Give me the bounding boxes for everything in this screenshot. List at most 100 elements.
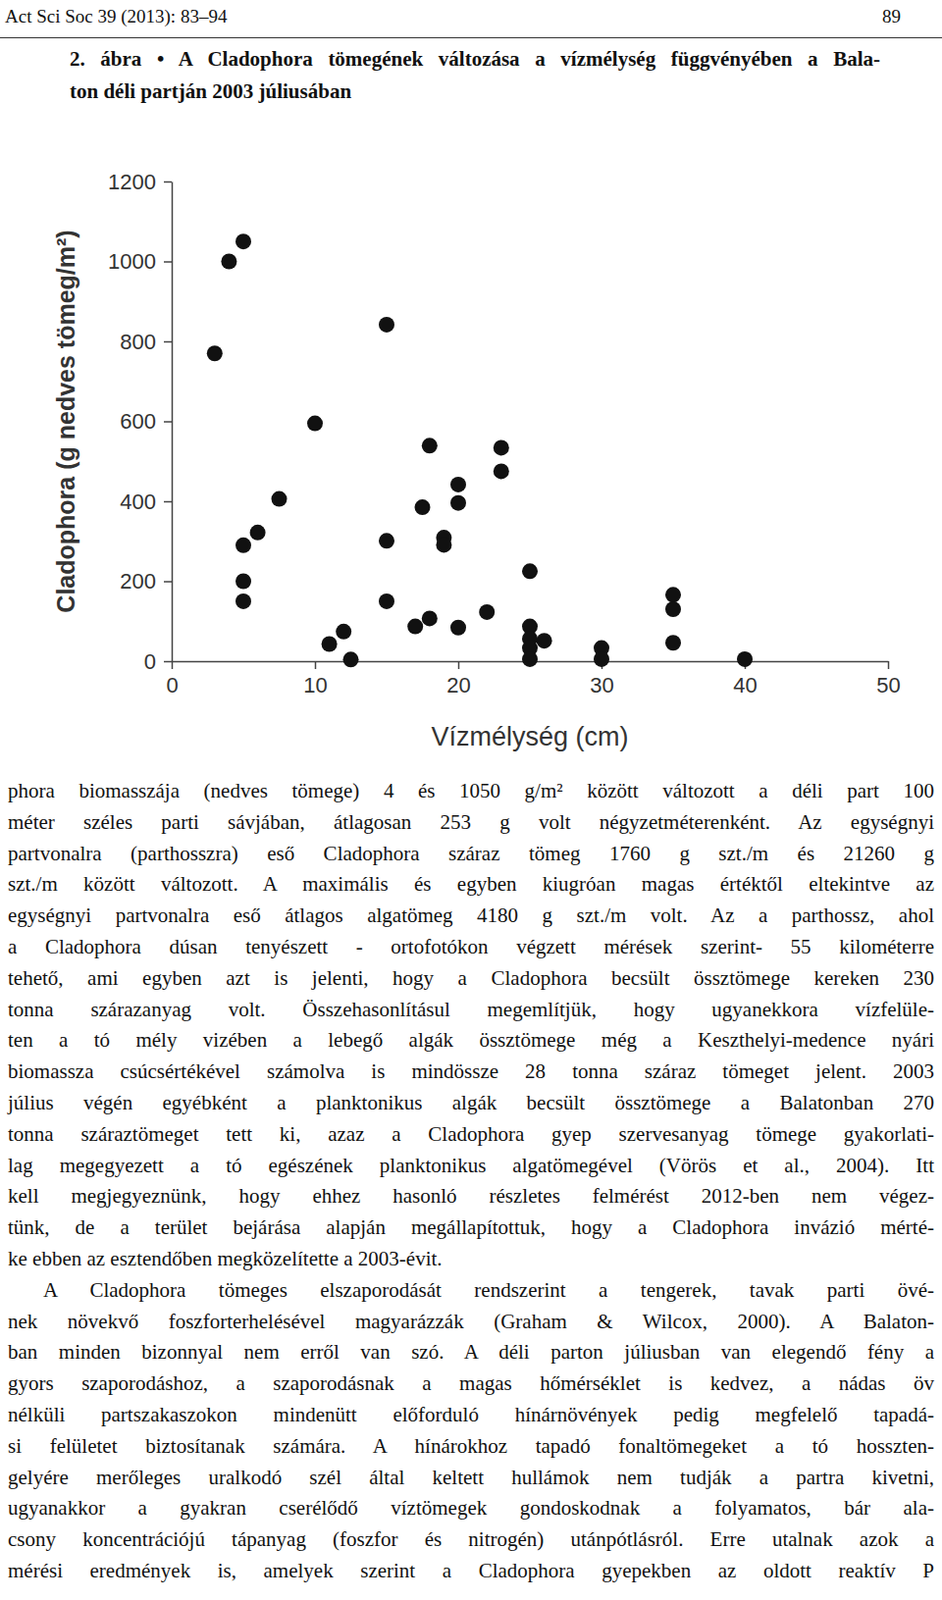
body-line: egységnyi partvonalra eső átlagos algatö…	[7, 901, 935, 930]
tick-label: 20	[446, 673, 471, 698]
point	[235, 593, 252, 610]
page-number: 89	[882, 5, 901, 28]
tick-mark	[163, 181, 172, 184]
tick-label: 400	[119, 489, 157, 515]
body-line: a Cladophora dúsan tenyészett - ortofotó…	[7, 933, 935, 961]
tick: 0	[165, 661, 178, 698]
points	[207, 233, 753, 668]
body-line: phora biomasszája (nedves tömege) 4 és 1…	[7, 777, 935, 805]
point	[478, 604, 495, 621]
tick: 10	[303, 661, 327, 698]
tick-mark	[314, 661, 317, 670]
tick: 200	[119, 569, 172, 594]
point	[593, 651, 610, 668]
point	[250, 524, 266, 541]
point	[493, 439, 510, 456]
point	[415, 499, 431, 516]
point	[665, 586, 681, 603]
tick-mark	[163, 420, 172, 423]
tick-label: 600	[119, 409, 157, 434]
point	[522, 651, 538, 668]
point	[421, 610, 438, 627]
tick: 0	[144, 649, 172, 675]
point	[450, 495, 467, 512]
tick: 600	[119, 409, 172, 434]
page: Act Sci Soc 39 (2013): 83–94 892. ábra • …	[0, 0, 942, 1600]
point	[450, 620, 467, 636]
body-line: tehető, ami egyben azt is jelenti, hogy …	[7, 964, 935, 993]
y-axis: 0 200 400 600 800 1000 1200	[107, 169, 172, 675]
tick-label: 0	[165, 673, 178, 698]
tick: 400	[119, 489, 172, 515]
tick-mark	[163, 661, 172, 664]
tick: 20	[446, 661, 471, 698]
tick-mark	[163, 580, 172, 583]
running-head: Act Sci Soc 39 (2013): 83–94	[4, 5, 227, 28]
tick-mark	[163, 501, 172, 504]
tick-label: 10	[303, 673, 327, 698]
body-line: méter széles parti sávjában, átlagosan 2…	[7, 808, 935, 837]
body-line: július végén egyébként a planktonikus al…	[7, 1089, 935, 1117]
body-line: si felületet biztosítanak számára. A hín…	[7, 1432, 935, 1461]
tick-mark	[163, 261, 172, 263]
tick-mark	[163, 341, 172, 344]
tick-label: 200	[119, 569, 157, 594]
point	[378, 593, 395, 610]
point	[335, 624, 352, 640]
body-line: mérési eredmények is, amelyek szerint a …	[7, 1557, 935, 1585]
x-axis-title: Vízmélység (cm)	[430, 722, 628, 752]
point	[271, 491, 288, 508]
chart: 01020304050020040060080010001200Vízmélys…	[0, 0, 942, 776]
point	[736, 651, 753, 668]
point	[378, 316, 395, 333]
body-line: biomassza csúcsértékével számolva is min…	[7, 1057, 935, 1086]
point	[235, 233, 252, 250]
point	[665, 601, 681, 618]
body-line: lag megegyezett a tó egészének planktoni…	[7, 1151, 935, 1180]
point	[536, 632, 553, 649]
body-line: ban minden bizonnyal nem erről van szó. …	[7, 1338, 935, 1366]
y-axis-title: Cladophora (g nedves tömeg/m²)	[52, 229, 80, 613]
tick: 50	[876, 661, 900, 698]
tick-label: 800	[119, 329, 157, 355]
tick-label: 1000	[107, 249, 157, 274]
point	[207, 345, 223, 362]
body-line: ke ebben az esztendőben megközelítette a…	[7, 1245, 935, 1273]
tick-label: 0	[144, 649, 157, 675]
point	[450, 476, 467, 493]
body-line: ugyanakkor a gyakran cserélődő víztömege…	[7, 1494, 935, 1522]
point	[220, 254, 237, 270]
point	[435, 536, 452, 553]
body-line: csony koncentrációjú tápanyag (foszfor é…	[7, 1525, 935, 1554]
point	[343, 651, 360, 668]
tick: 1000	[107, 249, 172, 274]
point	[307, 416, 323, 432]
point	[407, 619, 423, 635]
body-line: partvonalra (parthosszra) eső Cladophora…	[7, 839, 935, 868]
body-line: A Cladophora tömeges elszaporodását rend…	[43, 1276, 935, 1305]
body-line: gyors szaporodáshoz, a szaporodásnak a m…	[7, 1369, 935, 1398]
body-line: tonna száraztömeget tett ki, azaz a Clad…	[7, 1120, 935, 1149]
tick: 800	[119, 329, 172, 355]
figure-caption: 2. ábra • A Cladophora tömegének változá…	[69, 47, 881, 72]
point	[421, 437, 438, 454]
body-line: ten a tó mély vizében a lebegő algák öss…	[7, 1026, 935, 1054]
point	[235, 537, 252, 554]
point	[235, 574, 252, 590]
body-line: gelyére merőleges uralkodó szél által ke…	[7, 1464, 935, 1492]
body-line: nek növekvő foszforterhelésével magyaráz…	[7, 1308, 935, 1336]
point	[321, 635, 338, 652]
tick-label: 1200	[107, 169, 157, 195]
tick-mark	[888, 661, 890, 670]
header-rule	[0, 37, 942, 39]
body-line: nélküli partszakaszokon mindenütt előfor…	[7, 1401, 935, 1429]
tick: 1200	[107, 169, 172, 195]
body-line: tonna szárazanyag volt. Összehasonlításu…	[7, 995, 935, 1024]
tick-label: 50	[876, 673, 900, 698]
point	[378, 532, 395, 549]
figure-caption: ton déli partján 2003 júliusában	[69, 79, 881, 105]
point	[493, 463, 510, 479]
tick-mark	[458, 661, 461, 670]
body-line: szt./m között változott. A maximális és …	[7, 870, 935, 898]
body-line: tünk, de a terület bejárása alapján megá…	[7, 1213, 935, 1242]
